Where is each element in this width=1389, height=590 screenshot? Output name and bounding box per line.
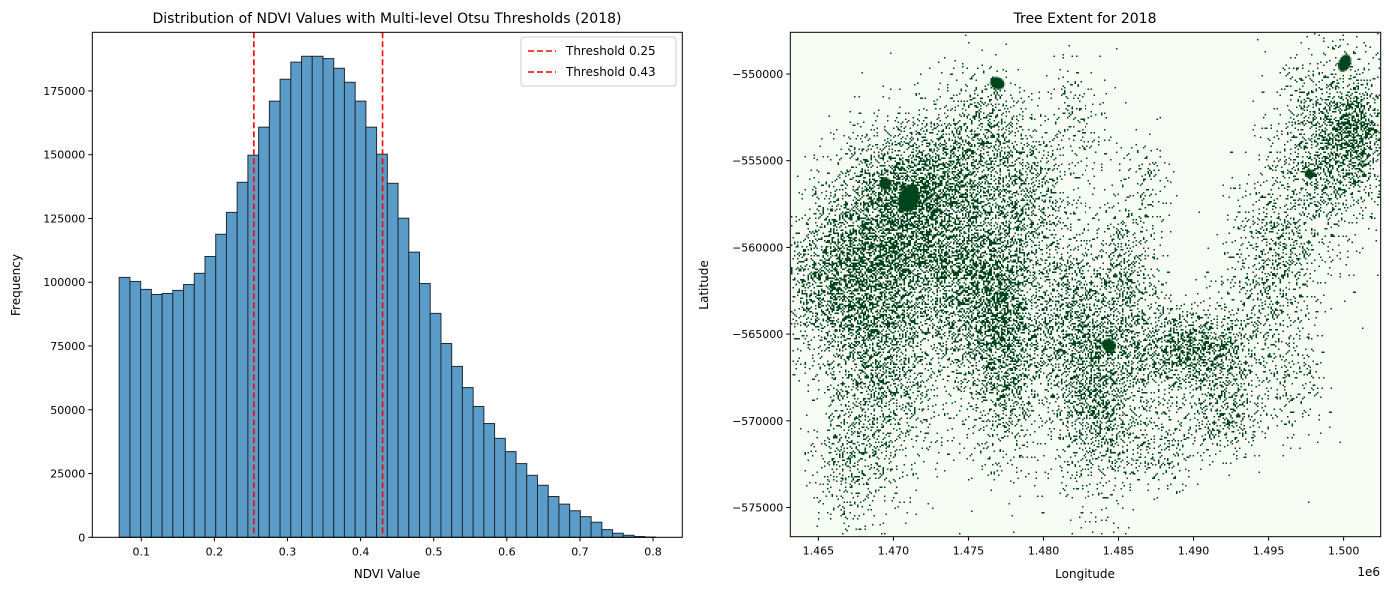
- histogram-bars: [118, 55, 656, 538]
- histogram-bar: [558, 503, 571, 538]
- x-tick-label: 1.480: [1028, 545, 1060, 558]
- y-tick-label: −565000: [732, 328, 783, 341]
- histogram-bar: [183, 284, 195, 538]
- histogram-bar: [268, 100, 281, 538]
- x-tick-label: 1.485: [1103, 545, 1135, 558]
- x-tick-label: 1.490: [1178, 545, 1210, 558]
- histogram-bar: [354, 100, 367, 538]
- histogram-bar: [440, 342, 453, 538]
- map-y-label: Latitude: [697, 260, 711, 309]
- legend-box: [520, 36, 677, 87]
- histogram-bar: [140, 288, 152, 538]
- histogram-x-ticks: 0.1 0.2 0.3 0.4 0.5 0.6 0.7 0.8: [133, 537, 662, 558]
- histogram-bar: [504, 451, 517, 538]
- histogram-bar: [494, 437, 506, 538]
- legend: Threshold 0.25 Threshold 0.43: [520, 36, 677, 87]
- histogram-bar: [301, 55, 313, 538]
- histogram-bar: [365, 126, 378, 538]
- y-tick-label: 175000: [43, 85, 85, 98]
- x-tick-label: 1.470: [878, 545, 910, 558]
- histogram-bar: [225, 211, 238, 538]
- histogram-bar: [118, 276, 131, 538]
- histogram-title: Distribution of NDVI Values with Multi-l…: [152, 11, 621, 27]
- histogram-bar: [429, 312, 442, 538]
- histogram-bar: [193, 272, 206, 538]
- histogram-bar: [515, 463, 528, 538]
- y-tick-label: 100000: [43, 276, 85, 289]
- map-x-label: Longitude: [1055, 567, 1115, 581]
- histogram-axes-frame: [91, 31, 683, 538]
- x-tick-label: 0.3: [279, 545, 297, 558]
- histogram-bar: [451, 365, 463, 538]
- x-tick-label: 1.465: [803, 545, 835, 558]
- histogram-bar: [569, 510, 581, 538]
- histogram-bar: [376, 153, 388, 538]
- histogram-bar: [612, 532, 624, 538]
- y-tick-label: 50000: [50, 404, 85, 417]
- x-tick-label: 0.8: [644, 545, 662, 558]
- y-tick-label: −570000: [732, 415, 783, 428]
- x-tick-label: 1.495: [1253, 545, 1285, 558]
- histogram-bar: [536, 484, 549, 538]
- histogram-bar: [590, 521, 603, 538]
- histogram-x-label: NDVI Value: [354, 567, 421, 581]
- x-tick-label: 0.2: [206, 545, 224, 558]
- y-tick-label: −575000: [732, 501, 783, 514]
- y-tick-label: 75000: [50, 340, 85, 353]
- x-tick-label: 1.475: [953, 545, 985, 558]
- histogram-bar: [215, 233, 227, 538]
- histogram-bar: [547, 495, 560, 538]
- histogram-bar: [311, 55, 324, 538]
- x-tick-label: 0.5: [425, 545, 443, 558]
- map-x-ticks: 1.465 1.470 1.475 1.480 1.485 1.490 1.495 1.500: [803, 536, 1360, 558]
- histogram-bar: [290, 61, 303, 538]
- histogram-bar: [258, 126, 270, 538]
- histogram-bar: [483, 423, 496, 538]
- histogram-bar: [397, 217, 410, 538]
- y-tick-label: 25000: [50, 468, 85, 481]
- histogram-y-label: Frequency: [9, 254, 23, 316]
- y-tick-label: −550000: [732, 68, 783, 81]
- histogram-bar: [408, 251, 421, 538]
- map-x-offset-label: 1e6: [1357, 565, 1380, 579]
- histogram-bar: [161, 292, 174, 538]
- threshold-lines: [253, 32, 384, 538]
- histogram-bar: [150, 293, 163, 538]
- histogram-bar: [322, 58, 335, 538]
- histogram-bar: [204, 255, 217, 538]
- x-tick-label: 0.7: [571, 545, 589, 558]
- y-tick-label: 150000: [43, 149, 85, 162]
- histogram-bar: [579, 516, 592, 538]
- map-title: Tree Extent for 2018: [1013, 11, 1157, 27]
- x-tick-label: 0.1: [133, 545, 151, 558]
- histogram-bar: [279, 78, 292, 538]
- map-y-ticks: −550000 −555000 −560000 −565000 −570000 −5750…: [732, 68, 791, 514]
- histogram-bar: [472, 405, 485, 538]
- histogram-bar: [236, 181, 249, 538]
- histogram-bar: [601, 529, 614, 538]
- histogram-y-ticks: 0 25000 50000 75000 100000 125000 150000 175000: [43, 85, 93, 544]
- x-tick-label: 0.6: [498, 545, 516, 558]
- y-tick-label: −555000: [732, 155, 783, 168]
- histogram-bar: [172, 289, 185, 538]
- x-tick-label: 1.500: [1328, 545, 1360, 558]
- legend-label-threshold-2: Threshold 0.43: [565, 65, 656, 79]
- histogram-bar: [386, 182, 399, 538]
- tree-extent-raster: [791, 33, 1380, 536]
- histogram-bar: [129, 280, 142, 538]
- histogram-bar: [419, 283, 431, 538]
- legend-label-threshold-1: Threshold 0.25: [565, 44, 656, 58]
- histogram-bar: [333, 67, 345, 538]
- histogram-bar: [343, 81, 356, 538]
- y-tick-label: −560000: [732, 241, 783, 254]
- y-tick-label: 0: [78, 531, 85, 544]
- histogram-bar: [461, 387, 474, 538]
- histogram-bar: [526, 474, 538, 538]
- x-tick-label: 0.4: [352, 545, 370, 558]
- y-tick-label: 125000: [43, 212, 85, 225]
